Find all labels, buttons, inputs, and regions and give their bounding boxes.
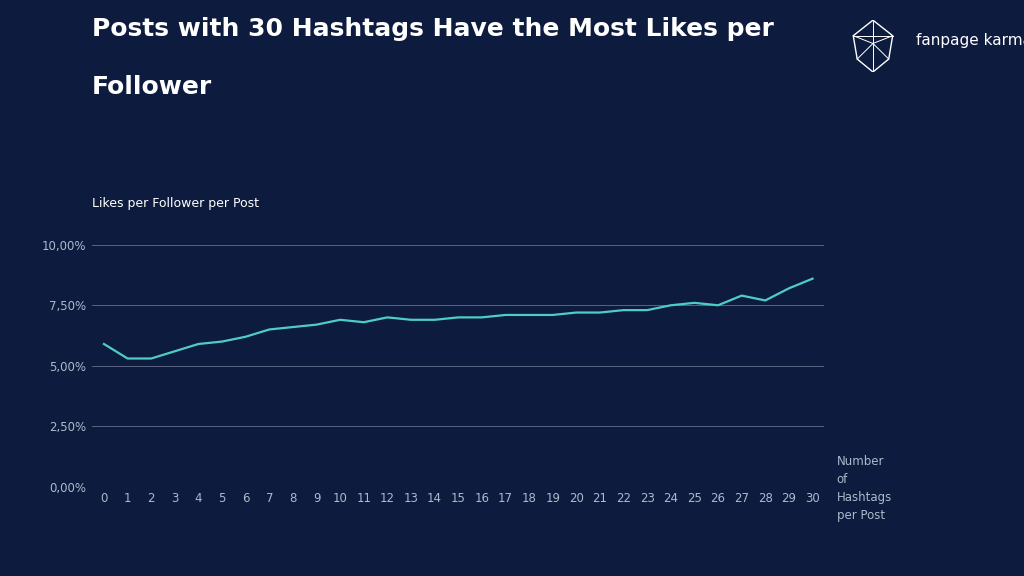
- Text: Follower: Follower: [92, 75, 212, 99]
- Text: fanpage karma: fanpage karma: [916, 33, 1024, 48]
- Text: Number
of
Hashtags
per Post: Number of Hashtags per Post: [837, 455, 892, 522]
- Text: Likes per Follower per Post: Likes per Follower per Post: [92, 197, 259, 210]
- Text: Posts with 30 Hashtags Have the Most Likes per: Posts with 30 Hashtags Have the Most Lik…: [92, 17, 774, 41]
